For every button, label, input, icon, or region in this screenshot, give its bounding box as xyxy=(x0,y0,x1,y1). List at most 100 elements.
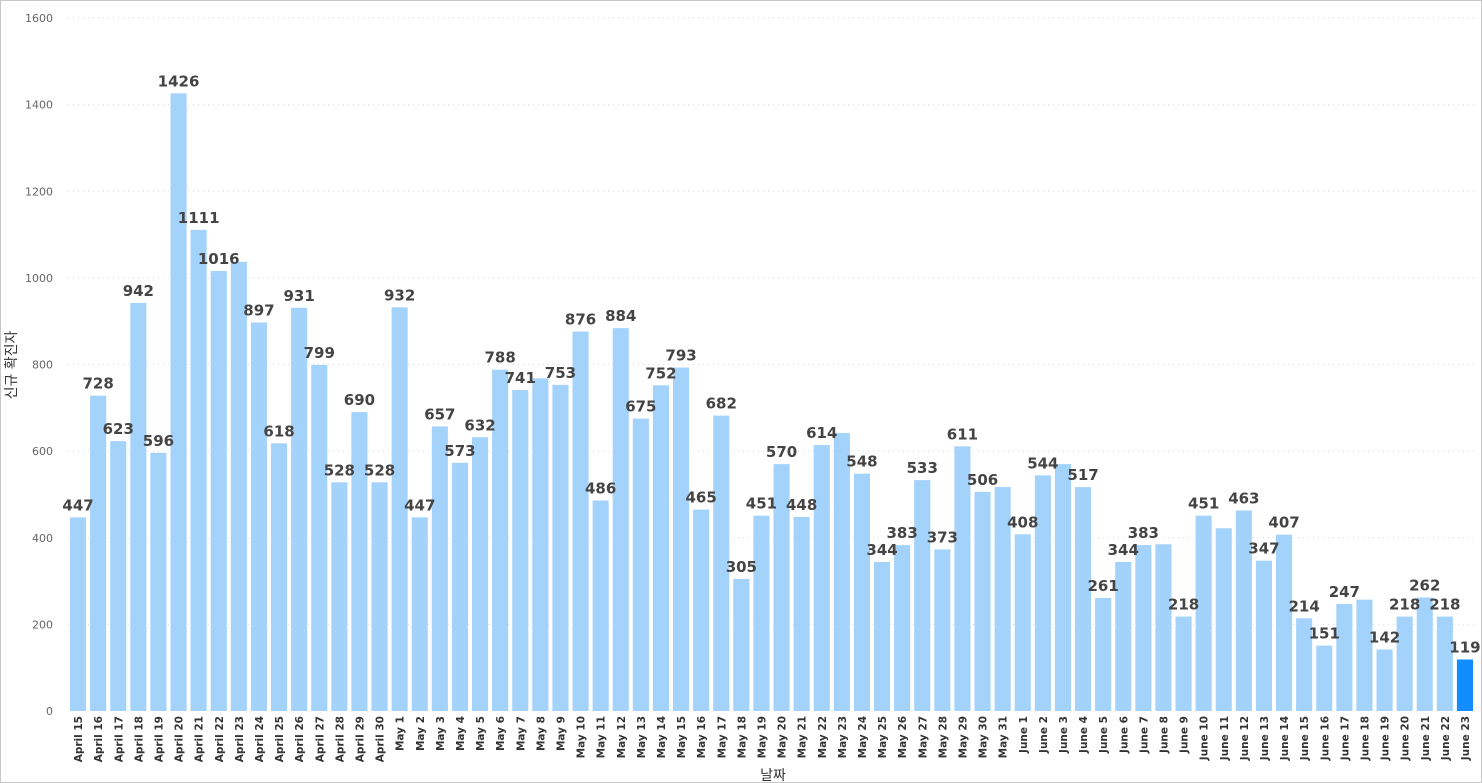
bar[interactable] xyxy=(1135,545,1152,711)
bar[interactable] xyxy=(974,491,991,711)
bar[interactable] xyxy=(371,482,388,711)
x-tick-label: June 14 xyxy=(1279,716,1291,761)
x-tick-label: May 15 xyxy=(676,716,688,758)
x-tick-label: June 12 xyxy=(1239,716,1251,761)
bar[interactable] xyxy=(652,385,669,711)
x-tick-label: June 21 xyxy=(1420,716,1432,761)
bar[interactable] xyxy=(894,545,911,711)
bar[interactable] xyxy=(291,307,308,711)
bar[interactable] xyxy=(1014,534,1031,711)
bar[interactable] xyxy=(1316,645,1333,711)
bar[interactable] xyxy=(271,443,288,711)
bar[interactable] xyxy=(1075,487,1092,711)
x-tick-label: May 3 xyxy=(435,716,447,751)
bar[interactable] xyxy=(1376,649,1393,711)
bar[interactable] xyxy=(391,307,408,711)
bar[interactable] xyxy=(1054,464,1071,711)
bar[interactable] xyxy=(1115,562,1132,711)
bar[interactable] xyxy=(1175,616,1192,711)
bar[interactable] xyxy=(1416,597,1433,711)
bar[interactable] xyxy=(693,509,710,711)
bar[interactable] xyxy=(130,302,147,711)
bar[interactable] xyxy=(733,578,750,711)
data-label: 793 xyxy=(665,347,696,365)
data-labels: 447 728 623 942 596 1426 1111 1016 897 618 931 799 5… xyxy=(62,72,1480,656)
bar[interactable] xyxy=(673,367,690,711)
bar[interactable] xyxy=(914,480,931,711)
bar[interactable] xyxy=(331,482,348,711)
bar[interactable] xyxy=(351,412,368,711)
bar[interactable] xyxy=(1436,616,1453,711)
bar[interactable] xyxy=(1336,604,1353,711)
data-label: 383 xyxy=(1128,524,1159,542)
bar[interactable] xyxy=(612,328,629,711)
bar[interactable] xyxy=(1356,599,1373,711)
bar[interactable] xyxy=(90,395,107,711)
bar[interactable] xyxy=(1034,475,1051,711)
y-tick-label: 1000 xyxy=(25,272,53,285)
bar[interactable] xyxy=(552,384,569,711)
bar[interactable] xyxy=(572,331,589,711)
data-label: 876 xyxy=(565,311,596,329)
bar[interactable] xyxy=(411,517,428,711)
bar[interactable] xyxy=(1215,528,1232,711)
bar[interactable] xyxy=(451,462,468,711)
bar[interactable] xyxy=(1276,534,1293,711)
bar[interactable] xyxy=(874,562,891,711)
x-tick-label: June 5 xyxy=(1098,716,1110,754)
x-tick-label: April 16 xyxy=(93,716,105,762)
bar[interactable] xyxy=(713,415,730,711)
x-axis-ticks: April 15 April 16 April 17 April 18 April 19… xyxy=(73,716,1472,762)
y-axis-ticks: 0 200 400 600 800 1000 1200 1400 1600 xyxy=(25,12,53,718)
bar[interactable] xyxy=(110,441,127,711)
y-tick-label: 200 xyxy=(32,618,53,631)
bar[interactable] xyxy=(1155,544,1172,711)
data-label: 448 xyxy=(786,496,817,514)
bar[interactable] xyxy=(793,516,810,711)
bar[interactable] xyxy=(250,322,267,711)
bar[interactable] xyxy=(853,473,870,711)
bar[interactable] xyxy=(1195,515,1212,711)
bar[interactable] xyxy=(592,500,609,711)
bar[interactable] xyxy=(934,549,951,711)
bar[interactable] xyxy=(1396,616,1413,711)
bar[interactable] xyxy=(170,93,187,711)
bar[interactable] xyxy=(190,229,207,711)
x-tick-label: May 14 xyxy=(656,716,668,758)
bar[interactable] xyxy=(1255,560,1272,711)
bar[interactable] xyxy=(813,445,830,711)
x-tick-label: May 19 xyxy=(756,716,768,758)
x-tick-label: May 21 xyxy=(797,716,809,758)
bar[interactable] xyxy=(311,364,328,711)
bar[interactable] xyxy=(150,452,167,711)
bar[interactable] xyxy=(632,418,649,711)
data-label: 618 xyxy=(263,422,294,440)
data-label: 463 xyxy=(1228,489,1259,507)
data-label: 753 xyxy=(545,364,576,382)
bar[interactable] xyxy=(1296,618,1313,711)
bar[interactable] xyxy=(512,390,529,711)
data-label: 623 xyxy=(103,420,134,438)
bar[interactable] xyxy=(532,378,549,711)
data-label: 741 xyxy=(505,369,536,387)
bar[interactable] xyxy=(954,446,971,711)
bar[interactable] xyxy=(1456,659,1473,711)
x-tick-label: May 5 xyxy=(475,716,487,751)
bar[interactable] xyxy=(70,517,87,711)
bar[interactable] xyxy=(753,515,770,711)
bar[interactable] xyxy=(230,261,247,711)
bar[interactable] xyxy=(994,487,1011,711)
data-label: 344 xyxy=(866,541,897,559)
bar[interactable] xyxy=(1235,510,1252,711)
bar[interactable] xyxy=(1095,597,1112,711)
data-label: 408 xyxy=(1007,513,1038,531)
bar[interactable] xyxy=(833,432,850,711)
bar[interactable] xyxy=(773,464,790,711)
bar[interactable] xyxy=(472,437,489,711)
x-tick-label: April 19 xyxy=(153,716,165,762)
bar[interactable] xyxy=(431,426,448,711)
bar[interactable] xyxy=(492,369,509,711)
data-label: 752 xyxy=(645,364,676,382)
bar[interactable] xyxy=(210,270,227,711)
